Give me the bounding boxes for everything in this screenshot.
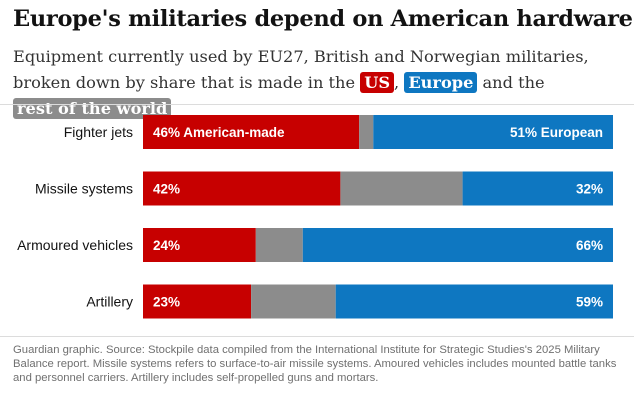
top-divider	[0, 104, 634, 105]
value-label-us-fighter-jets: 46% American-made	[153, 125, 285, 140]
subtitle-and-the: and the	[477, 73, 545, 92]
bar-rest-of-world-artillery	[251, 284, 336, 319]
bar-us-missile-systems	[143, 171, 341, 206]
chart-subtitle: Equipment currently used by EU27, Britis…	[13, 44, 625, 122]
bar-europe-fighter-jets	[373, 115, 613, 149]
legend-europe-pill: Europe	[404, 72, 478, 93]
value-label-europe-fighter-jets: 51% European	[510, 125, 603, 140]
value-label-europe-missile-systems: 32%	[576, 182, 603, 197]
category-label-armoured-vehicles: Armoured vehicles	[17, 237, 133, 253]
category-label-artillery: Artillery	[86, 294, 133, 310]
bar-rest-of-world-armoured-vehicles	[255, 228, 303, 262]
legend-us-pill: US	[360, 72, 395, 93]
bar-europe-armoured-vehicles	[302, 228, 613, 262]
subtitle-comma: ,	[394, 73, 405, 92]
category-label-missile-systems: Missile systems	[35, 181, 133, 197]
source-note: Guardian graphic. Source: Stockpile data…	[13, 344, 617, 384]
bar-us-artillery	[143, 284, 252, 319]
bar-europe-missile-systems	[462, 171, 613, 206]
value-label-us-artillery: 23%	[153, 295, 180, 310]
legend-rest-of-world-pill: rest of the world	[13, 98, 172, 119]
value-label-us-missile-systems: 42%	[153, 182, 180, 197]
bar-us-armoured-vehicles	[143, 228, 256, 262]
value-label-us-armoured-vehicles: 24%	[153, 238, 180, 253]
bar-europe-artillery	[335, 284, 613, 319]
bar-rest-of-world-missile-systems	[340, 171, 463, 206]
stacked-bar-chart: Fighter jets 46% American-made 51% Europea…	[17, 115, 613, 319]
bar-us-fighter-jets	[143, 115, 360, 149]
value-label-europe-armoured-vehicles: 66%	[576, 238, 603, 253]
category-label-fighter-jets: Fighter jets	[64, 124, 133, 140]
bar-rest-of-world-fighter-jets	[359, 115, 374, 149]
subtitle-text: Equipment currently used by EU27, Britis…	[13, 47, 589, 92]
chart-title: Europe's militaries depend on American h…	[13, 6, 633, 32]
value-label-europe-artillery: 59%	[576, 295, 603, 310]
source-divider	[0, 336, 634, 337]
